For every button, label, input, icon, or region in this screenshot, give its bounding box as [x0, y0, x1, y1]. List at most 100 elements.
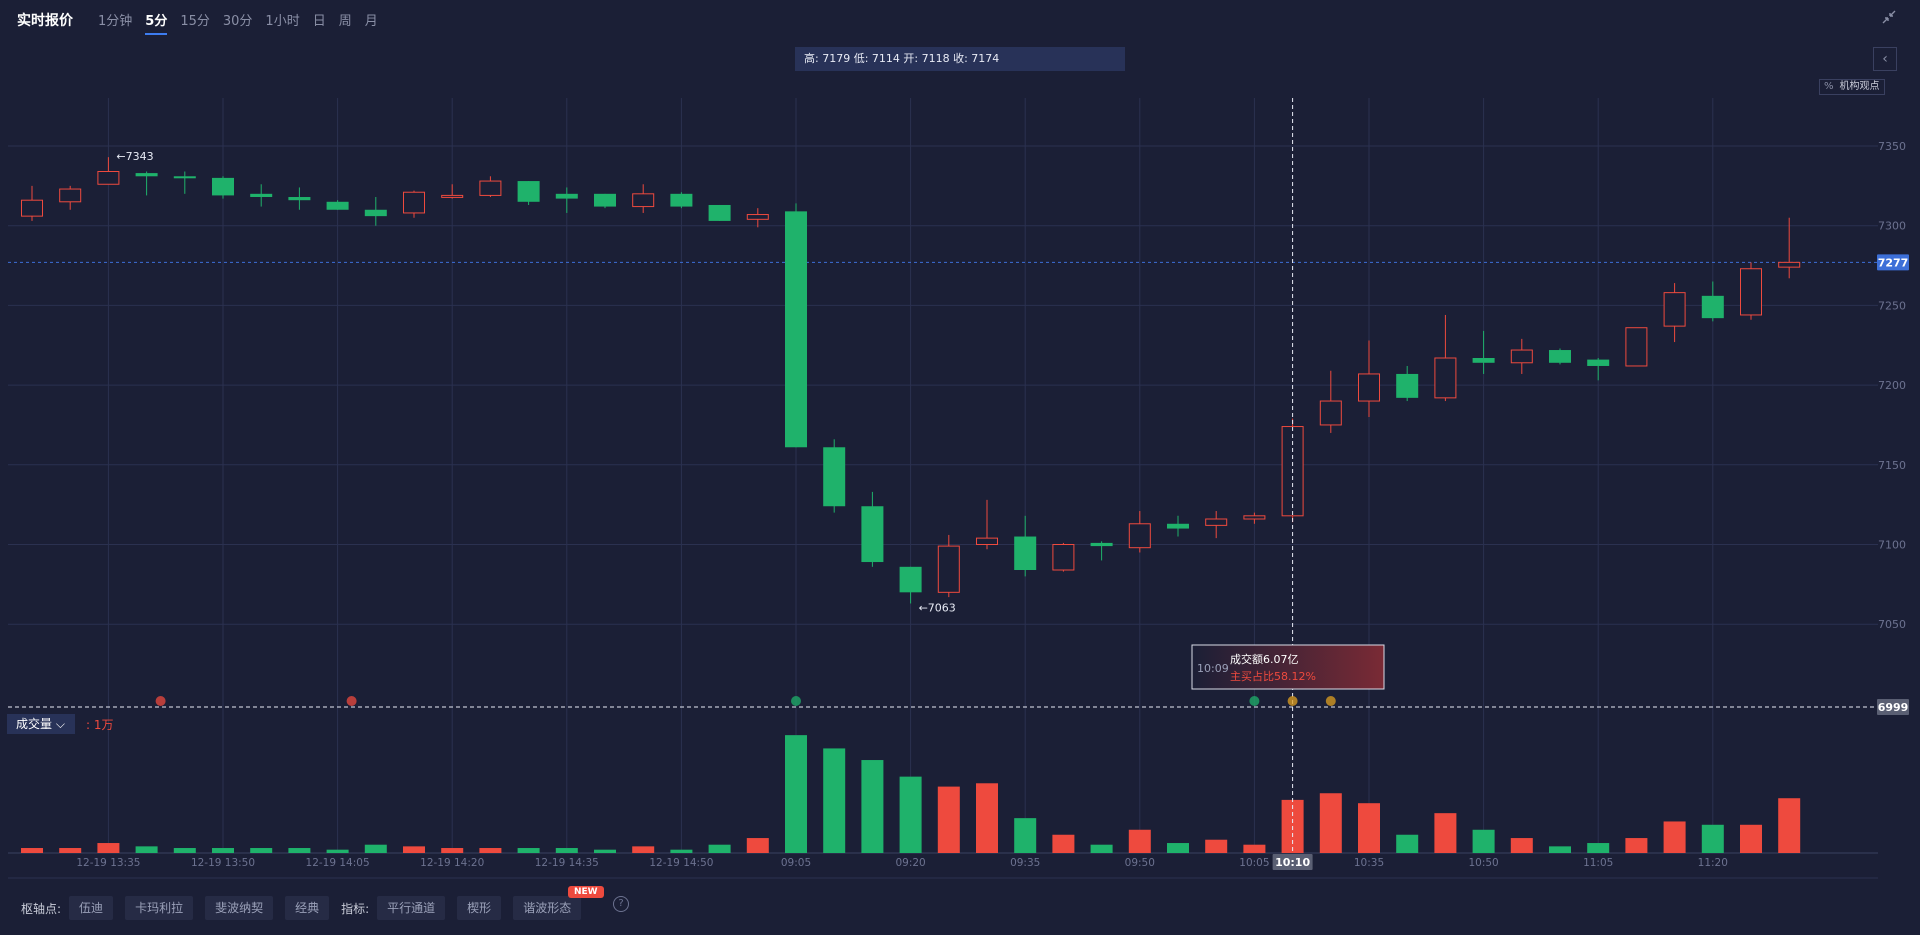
volume-bar: [594, 849, 616, 853]
candle-body: [326, 201, 349, 210]
volume-bar: [670, 849, 693, 853]
tab-1min[interactable]: 1分钟: [98, 14, 133, 29]
y-tick-label: 7200: [1878, 379, 1906, 392]
volume-bar: [364, 844, 387, 853]
tooltip-buy-ratio: 主买占比58.12%: [1230, 669, 1316, 683]
candle-body: [1587, 359, 1610, 366]
tab-month[interactable]: 月: [364, 14, 378, 29]
volume-label: 成交量: [16, 717, 53, 731]
volume-bar: [1014, 818, 1037, 853]
volume-unit: : 1万: [86, 718, 114, 732]
volume-bar: [1167, 843, 1189, 853]
candle-body: [1778, 261, 1801, 268]
help-icon[interactable]: ?: [613, 896, 629, 912]
candle-body: [937, 545, 960, 593]
volume-bar: [555, 848, 578, 853]
event-marker-icon: [1249, 696, 1260, 706]
pivot-classic-button[interactable]: 经典: [285, 896, 330, 920]
candle-body: [1740, 268, 1762, 316]
min-price-annotation: ←7063: [919, 601, 956, 614]
candle-body: [1052, 544, 1075, 571]
volume-bar: [21, 848, 43, 853]
volume-bar: [173, 848, 196, 853]
cursor-time-label: 10:10: [1275, 856, 1310, 869]
collapse-icon[interactable]: [1882, 10, 1898, 26]
x-tick-label: 09:05: [781, 857, 811, 869]
candle-body: [1549, 350, 1571, 363]
volume-bar: [97, 843, 120, 853]
volume-bar: [1052, 834, 1075, 853]
candle-body: [1434, 357, 1457, 399]
new-badge: NEW: [568, 886, 604, 898]
pivot-camarilla-button[interactable]: 卡玛利拉: [125, 896, 194, 920]
volume-bar: [288, 848, 311, 853]
volume-bar: [1128, 829, 1151, 853]
volume-bar: [326, 849, 349, 853]
candle-body: [1090, 542, 1113, 547]
institution-view-button[interactable]: % 机构观点: [1819, 79, 1885, 95]
candle-body: [1472, 358, 1495, 363]
harmonic-pattern-button[interactable]: 谐波形态: [513, 896, 582, 920]
candle-body: [212, 177, 234, 196]
volume-bar: [135, 846, 158, 853]
volume-bar: [746, 838, 769, 853]
candle-body: [1014, 536, 1037, 571]
tab-30min[interactable]: 30分: [222, 14, 253, 29]
event-marker-icon: [1287, 696, 1298, 706]
event-marker-icon: [791, 696, 801, 706]
volume-bar: [632, 846, 655, 853]
candle-body: [823, 447, 846, 507]
tooltip-box: [1191, 644, 1385, 690]
tab-1hour[interactable]: 1小时: [265, 14, 300, 29]
y-tick-label: 7350: [1878, 140, 1906, 153]
volume-bar: [1319, 793, 1342, 853]
candle-body: [1167, 523, 1189, 529]
institution-view-label: 机构观点: [1839, 81, 1880, 92]
candle-body: [1663, 292, 1686, 327]
candle-body: [517, 181, 540, 202]
wedge-button[interactable]: 楔形: [457, 896, 502, 920]
volume-bar: [1472, 829, 1495, 853]
x-tick-label: 11:05: [1583, 857, 1613, 869]
candle-body: [861, 506, 884, 563]
candle-body: [21, 199, 43, 217]
candle-body: [1396, 373, 1419, 398]
candle-body: [1128, 523, 1151, 549]
candle-body: [441, 194, 464, 198]
tab-15min[interactable]: 15分: [180, 14, 210, 29]
candle-body: [555, 193, 578, 199]
candle-body: [670, 193, 693, 207]
candle-body: [1319, 400, 1342, 426]
indicator-label: 指标:: [341, 901, 370, 916]
y-tick-label: 7100: [1878, 539, 1906, 552]
volume-bar: [1396, 834, 1419, 853]
tab-5min[interactable]: 5分: [145, 10, 168, 35]
volume-bar: [1663, 821, 1686, 853]
chevron-left-icon[interactable]: ‹: [1873, 47, 1897, 71]
candle-body: [59, 188, 82, 203]
current-price-label: 7277: [1878, 256, 1909, 269]
y-tick-label: 7300: [1878, 220, 1906, 233]
candle-body: [173, 176, 196, 179]
volume-selector[interactable]: 成交量 ⌵: [7, 714, 75, 734]
tab-day[interactable]: 日: [312, 14, 326, 29]
tab-week[interactable]: 周: [338, 14, 352, 29]
candle-body: [288, 197, 311, 201]
x-tick-label: 10:35: [1354, 857, 1384, 869]
current-price-badge: [1877, 254, 1909, 271]
volume-bar: [899, 776, 922, 853]
candle-body: [632, 193, 655, 208]
x-tick-label: 11:20: [1698, 857, 1728, 869]
pivot-fibonacci-button[interactable]: 斐波纳契: [205, 896, 274, 920]
event-marker-icon: [346, 696, 357, 706]
page-title: 实时报价: [17, 13, 73, 29]
candle-body: [1243, 515, 1266, 520]
pivot-label: 枢轴点:: [21, 901, 62, 916]
x-tick-label: 12-19 13:50: [191, 857, 255, 869]
x-tick-label: 09:50: [1125, 857, 1155, 869]
parallel-channel-button[interactable]: 平行通道: [377, 896, 446, 920]
volume-bar: [403, 846, 425, 853]
cursor-time-badge: [1272, 854, 1313, 870]
pivot-woodie-button[interactable]: 伍迪: [69, 896, 114, 920]
